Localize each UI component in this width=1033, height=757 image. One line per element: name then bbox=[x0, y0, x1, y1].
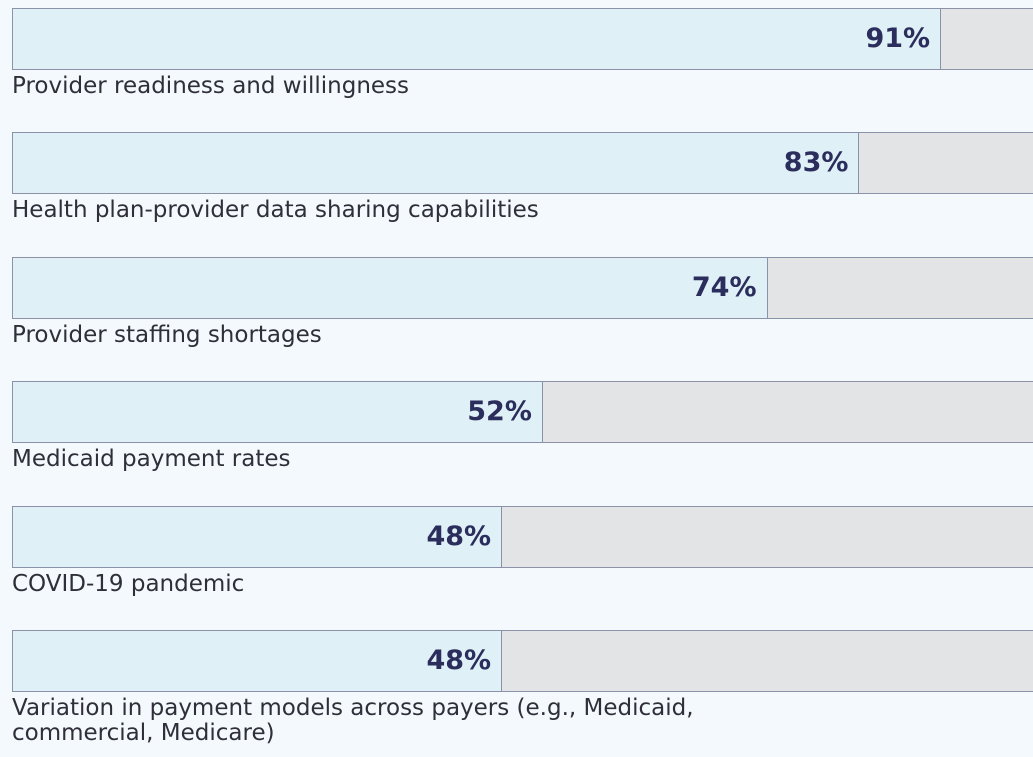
bar: 48% bbox=[12, 505, 503, 568]
value-label: 48% bbox=[426, 520, 492, 552]
category-label: Variation in payment models across payer… bbox=[12, 695, 694, 746]
value-label: 48% bbox=[426, 645, 492, 676]
category-label: Health plan-provider data sharing capabi… bbox=[12, 197, 539, 224]
value-label: 83% bbox=[783, 147, 849, 179]
value-label: 74% bbox=[691, 271, 757, 303]
value-label: 91% bbox=[865, 23, 931, 54]
value-label: 52% bbox=[467, 396, 532, 428]
bar: 91% bbox=[12, 8, 942, 70]
category-label: Provider readiness and willingness bbox=[12, 73, 410, 99]
category-label: COVID-19 pandemic bbox=[12, 570, 245, 597]
category-label: Medicaid payment rates bbox=[12, 446, 291, 473]
bar: 74% bbox=[12, 256, 768, 319]
bar: 83% bbox=[12, 132, 860, 195]
category-label: Provider staffing shortages bbox=[12, 321, 322, 348]
bar: 52% bbox=[12, 381, 543, 444]
bar: 48% bbox=[12, 630, 503, 692]
